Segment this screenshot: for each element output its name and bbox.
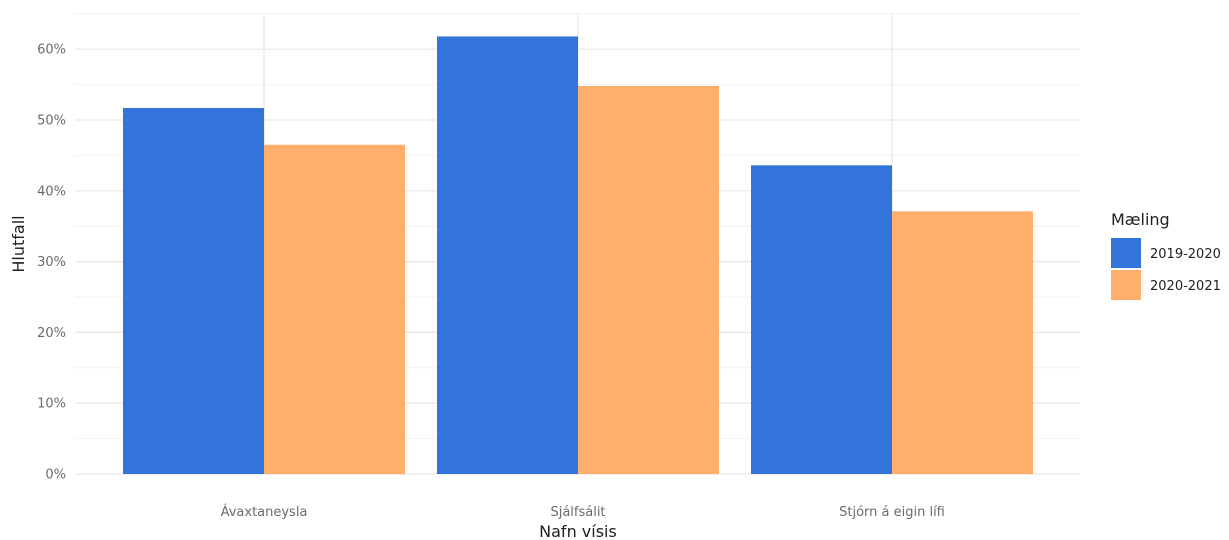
legend-label: 2020-2021 [1150, 279, 1221, 294]
bar-2020-2021-Ávaxtaneysla [264, 144, 405, 474]
y-tick-label: 0% [45, 468, 66, 483]
y-axis-ticks: 0% 10% 20% 30% 40% 50% 60% [37, 43, 66, 483]
x-tick-label: Ávaxtaneysla [221, 504, 308, 520]
legend-label: 2019-2020 [1150, 247, 1221, 262]
y-axis-title: Hlutfall [9, 215, 28, 272]
legend-title: Mæling [1111, 210, 1170, 229]
legend-items: 2019-2020 2020-2021 [1111, 238, 1221, 300]
legend-swatch [1111, 270, 1141, 300]
y-tick-label: 10% [37, 397, 66, 412]
y-tick-label: 20% [37, 326, 66, 341]
x-tick-label: Sjálfsálit [550, 505, 605, 520]
legend: Mæling 2019-2020 2020-2021 [1111, 210, 1221, 300]
bar-2020-2021-Stjórn á eigin lífi [892, 211, 1033, 474]
legend-swatch [1111, 238, 1141, 268]
y-tick-label: 30% [37, 255, 66, 270]
y-tick-label: 40% [37, 184, 66, 199]
x-axis-ticks: Ávaxtaneysla Sjálfsálit Stjórn á eigin líf… [221, 504, 945, 520]
x-tick-label: Stjórn á eigin lífi [839, 505, 945, 520]
bar-2019-2020-Sjálfsálit [437, 36, 578, 475]
y-tick-label: 50% [37, 114, 66, 129]
bar-2019-2020-Ávaxtaneysla [123, 107, 264, 475]
bar-2020-2021-Sjálfsálit [578, 86, 719, 475]
y-tick-label: 60% [37, 43, 66, 58]
x-axis-title: Nafn vísis [539, 522, 617, 540]
bars [123, 36, 1033, 475]
bar-2019-2020-Stjórn á eigin lífi [751, 165, 892, 474]
